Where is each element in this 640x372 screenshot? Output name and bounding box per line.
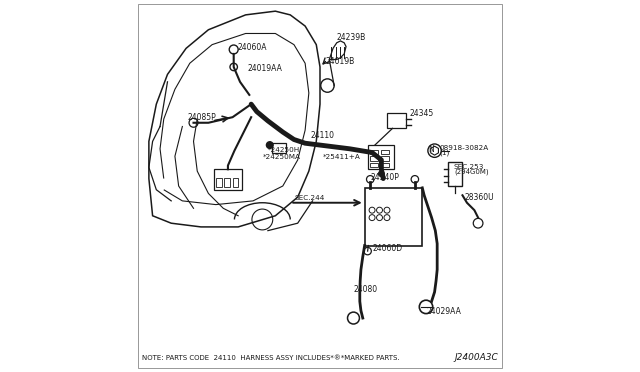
Bar [449,162,463,186]
Bar [370,150,378,154]
Bar [214,169,242,190]
Text: 24060A: 24060A [237,43,267,52]
Bar [370,156,378,161]
Text: 24019AA: 24019AA [248,64,282,73]
Bar [232,178,238,187]
Text: 24239B: 24239B [337,33,366,42]
Text: (294G0M): (294G0M) [454,169,488,176]
Text: (1): (1) [439,149,449,156]
Text: 24340P: 24340P [370,173,399,182]
Circle shape [378,171,385,177]
Text: *24250H: *24250H [268,147,300,153]
Text: NOTE: PARTS CODE  24110  HARNESS ASSY INCLUDES*®*MARKED PARTS.: NOTE: PARTS CODE 24110 HARNESS ASSY INCL… [142,355,400,361]
Bar [271,143,286,153]
Text: SEC.244: SEC.244 [294,195,325,201]
Text: 24019B: 24019B [326,57,355,66]
Text: 08918-3082A: 08918-3082A [439,145,488,151]
Bar [365,188,422,246]
Bar [381,163,389,167]
Circle shape [266,142,273,148]
Bar [387,113,406,128]
Text: *25411+A: *25411+A [323,154,361,160]
Text: SEC.253: SEC.253 [454,164,484,170]
Text: 24345: 24345 [410,109,433,118]
Text: 24085P: 24085P [188,113,217,122]
Bar [369,145,394,169]
Text: 24060D: 24060D [372,244,402,253]
Text: J2400A3C: J2400A3C [454,353,498,362]
Text: N: N [428,145,434,154]
Bar [225,178,230,187]
Text: *24250MA: *24250MA [262,154,300,160]
Text: 24029AA: 24029AA [426,307,461,316]
Bar [381,150,389,154]
Text: 28360U: 28360U [465,193,494,202]
Bar [381,156,389,161]
Bar [370,163,378,167]
Text: 24110: 24110 [310,131,335,140]
Bar [216,178,222,187]
Text: 24080: 24080 [353,285,378,294]
